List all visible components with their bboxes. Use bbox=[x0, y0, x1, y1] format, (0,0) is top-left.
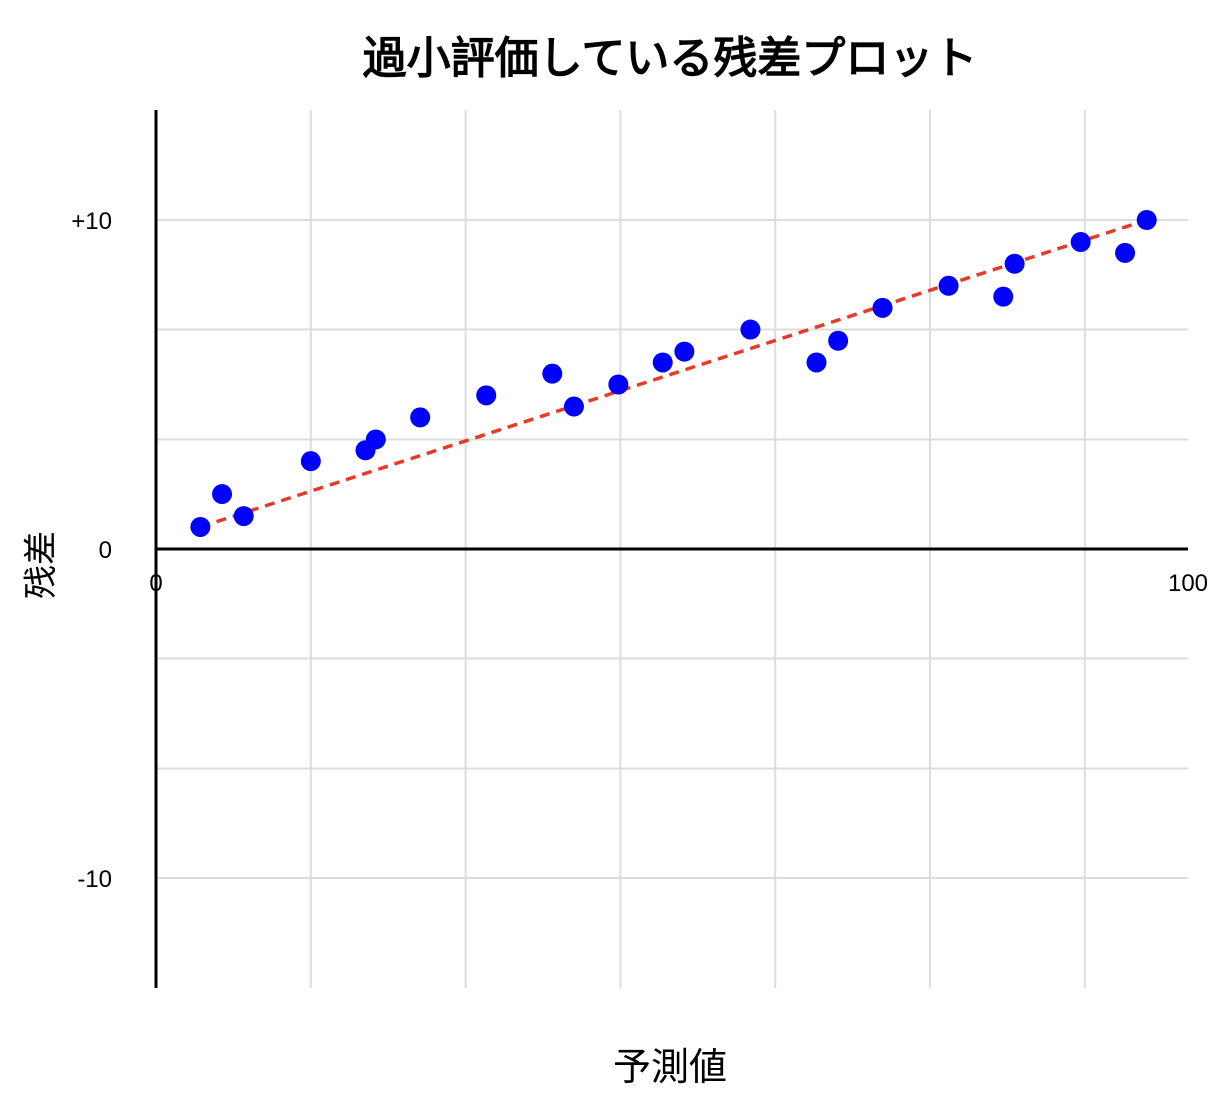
y-tick-label: -10 bbox=[77, 866, 112, 893]
points-layer bbox=[190, 210, 1157, 537]
data-point bbox=[872, 297, 893, 318]
trend-line bbox=[199, 218, 1148, 529]
data-point bbox=[190, 516, 211, 537]
data-point bbox=[300, 451, 321, 472]
y-tick-label: 0 bbox=[99, 537, 112, 564]
y-tick-label: +10 bbox=[71, 208, 112, 235]
data-point bbox=[938, 275, 959, 296]
data-point bbox=[212, 484, 233, 505]
data-point bbox=[1115, 242, 1136, 263]
data-point bbox=[652, 352, 673, 373]
data-point bbox=[563, 396, 584, 417]
grid bbox=[156, 110, 1188, 988]
x-axis-label: 予測値 bbox=[612, 1045, 727, 1089]
data-point bbox=[608, 374, 629, 395]
tick-labels: +10 0 -10 0 100 bbox=[71, 208, 1208, 893]
data-point bbox=[740, 319, 761, 340]
data-point bbox=[993, 286, 1014, 307]
x-tick-label: 100 bbox=[1168, 570, 1208, 597]
data-point bbox=[476, 385, 497, 406]
data-point bbox=[1070, 232, 1091, 253]
axes bbox=[154, 110, 1188, 988]
data-point bbox=[674, 341, 695, 362]
data-point bbox=[1136, 210, 1157, 230]
data-point bbox=[365, 429, 386, 450]
data-point bbox=[806, 352, 827, 373]
data-point bbox=[410, 407, 431, 428]
data-point bbox=[828, 330, 849, 351]
chart-title: 過小評価している残差プロット bbox=[362, 33, 978, 84]
data-point bbox=[542, 363, 563, 384]
trend-layer bbox=[199, 218, 1148, 529]
x-tick-label: 0 bbox=[149, 570, 162, 597]
data-point bbox=[1004, 253, 1025, 274]
data-point bbox=[233, 506, 254, 527]
